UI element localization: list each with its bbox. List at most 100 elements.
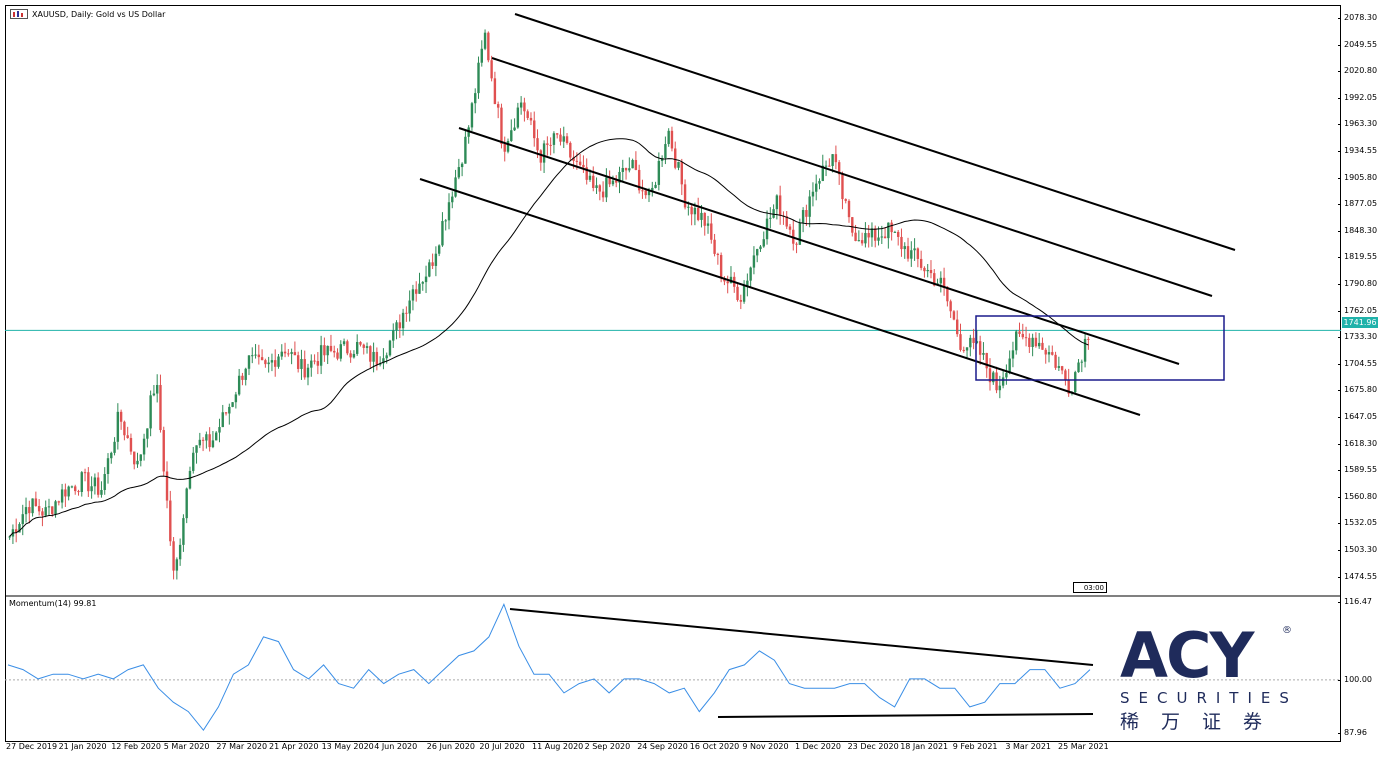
candle-body	[500, 107, 503, 144]
candle-body	[185, 488, 188, 519]
candle-body	[893, 231, 897, 233]
momentum-title: Momentum(14) 99.81	[9, 599, 97, 608]
candle-body	[74, 486, 77, 492]
chart-frame[interactable]	[5, 5, 1341, 742]
candle-body	[605, 177, 608, 198]
candle-body	[870, 228, 874, 238]
candle-body	[985, 352, 988, 369]
candle-body	[906, 246, 910, 259]
candle-body	[392, 330, 395, 341]
candle-body	[867, 232, 870, 238]
candle-body	[788, 226, 792, 230]
candle-body	[703, 212, 706, 226]
candle-body	[333, 350, 336, 353]
candle-body	[270, 360, 274, 363]
candle-body	[1041, 342, 1044, 350]
candle-body	[962, 349, 965, 351]
candle-body	[749, 267, 752, 281]
candle-body	[513, 127, 516, 131]
candle-body	[477, 62, 480, 94]
candle-body	[651, 187, 654, 192]
candle-body	[506, 140, 510, 152]
candle-body	[251, 355, 254, 357]
candle-body	[457, 167, 461, 178]
candle-body	[1087, 338, 1090, 340]
price-tick-label: 1877.05	[1337, 199, 1377, 208]
chart-shift-marker[interactable]: 03:00	[1073, 582, 1107, 593]
time-tick-label: 12 Feb 2020	[111, 742, 161, 751]
candle-body	[969, 337, 972, 348]
moving-average-line	[9, 138, 1089, 537]
price-tick-label: 2020.80	[1337, 66, 1377, 75]
candle-body	[205, 434, 208, 441]
candle-body	[1080, 361, 1084, 363]
candle-body	[1024, 337, 1028, 339]
candle-body	[329, 345, 333, 351]
momentum-tick-label: 87.96	[1338, 728, 1367, 737]
candle-body	[1015, 331, 1018, 351]
candle-body	[395, 322, 398, 331]
candle-body	[362, 344, 365, 348]
time-tick-label: 27 Mar 2020	[216, 742, 268, 751]
candle-body	[680, 161, 683, 185]
logo-registered: ®	[1282, 625, 1292, 636]
candle-body	[657, 160, 661, 185]
price-tick-label: 1647.05	[1337, 412, 1377, 421]
candle-body	[306, 367, 310, 378]
candle-body	[208, 434, 211, 448]
candle-body	[785, 216, 788, 227]
candle-body	[339, 344, 342, 359]
candle-body	[592, 175, 595, 189]
candle-body	[100, 489, 103, 495]
candle-body	[405, 312, 408, 314]
candle-body	[523, 102, 526, 112]
candle-body	[441, 221, 444, 246]
candle-body	[811, 191, 815, 197]
candle-body	[1074, 372, 1077, 393]
candle-body	[913, 248, 916, 251]
candle-body	[1005, 373, 1008, 378]
candle-body	[201, 439, 205, 441]
candle-body	[975, 341, 979, 343]
candle-body	[178, 544, 182, 560]
candle-body	[300, 359, 303, 369]
time-tick-label: 9 Feb 2021	[952, 742, 998, 751]
time-tick-label: 2 Sep 2020	[584, 742, 631, 751]
candle-body	[939, 277, 943, 284]
price-tick-label: 1905.80	[1337, 173, 1377, 182]
candle-body	[696, 207, 700, 220]
time-tick-label: 13 May 2020	[321, 742, 374, 751]
candle-body	[877, 237, 880, 241]
candle-body	[1021, 333, 1024, 338]
candle-body	[260, 357, 264, 361]
candle-body	[398, 322, 402, 329]
candle-body	[283, 351, 287, 354]
candle-body	[801, 210, 805, 223]
price-tick-label: 1704.55	[1337, 359, 1377, 368]
candle-body	[575, 160, 579, 162]
candle-body	[647, 191, 651, 196]
candle-body	[926, 269, 929, 272]
candle-body	[933, 273, 936, 286]
range-box	[975, 315, 1225, 381]
candle-body	[1037, 342, 1041, 347]
price-tick-label: 2078.30	[1337, 13, 1377, 22]
candle-body	[142, 438, 146, 455]
candle-body	[326, 345, 329, 356]
candle-body	[365, 346, 369, 348]
candle-body	[677, 161, 680, 168]
candle-body	[982, 352, 985, 355]
candle-body	[778, 195, 782, 216]
candle-body	[1011, 350, 1015, 359]
candle-body	[31, 498, 34, 514]
candle-body	[37, 506, 41, 512]
candle-body	[287, 353, 290, 355]
candle-body	[90, 486, 93, 492]
candle-body	[1077, 362, 1080, 373]
candle-body	[290, 352, 293, 354]
candle-body	[841, 174, 844, 200]
candle-body	[126, 435, 129, 438]
candle-body	[411, 289, 415, 301]
momentum-tick-label: 116.47	[1338, 597, 1372, 606]
